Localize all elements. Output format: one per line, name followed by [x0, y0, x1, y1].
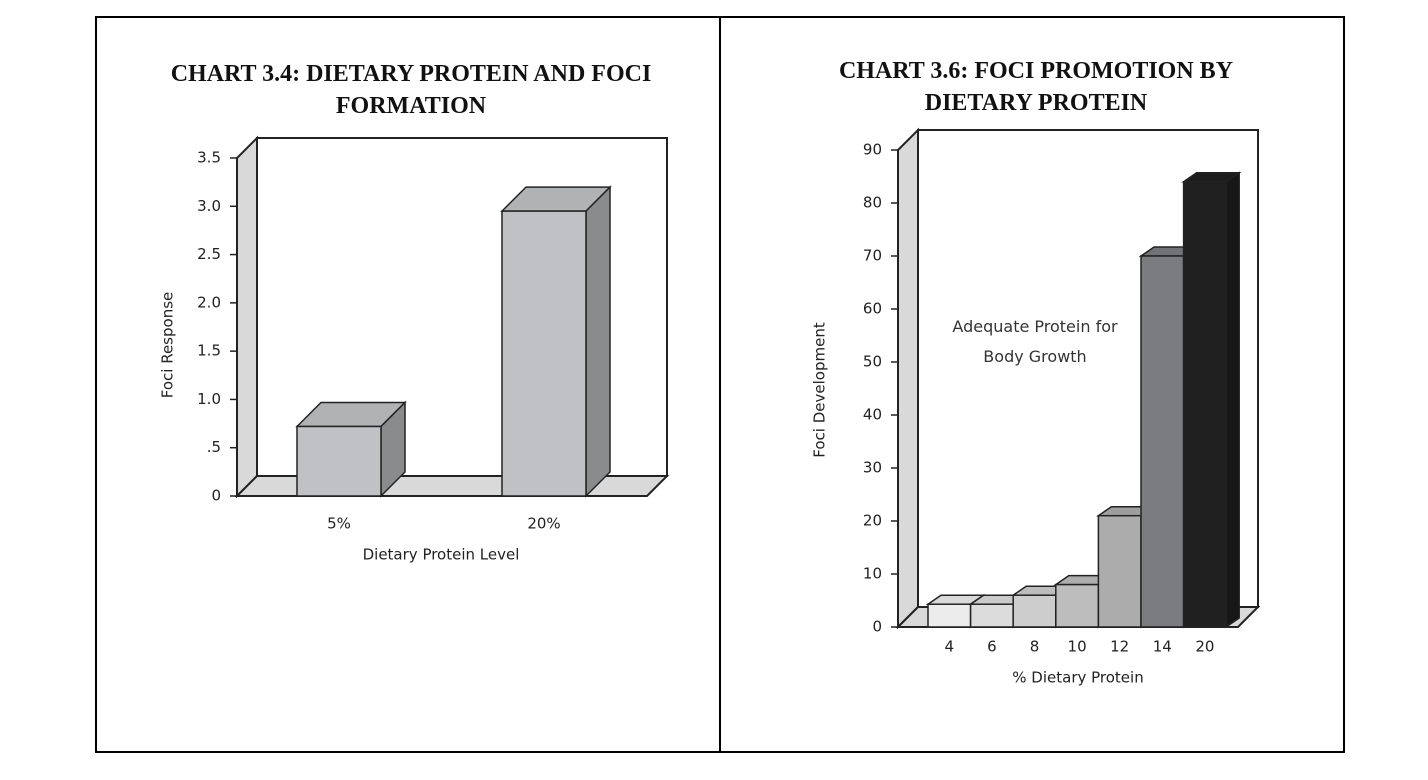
- bar-front: [1055, 583, 1100, 628]
- y-tick-label: 2.5: [197, 245, 221, 263]
- y-tick-label: 80: [863, 194, 882, 212]
- bar-front: [1140, 255, 1185, 628]
- y-tick-label: 3.0: [197, 197, 221, 215]
- x-tick-label: 5%: [327, 515, 351, 533]
- wall-left: [236, 135, 258, 499]
- bar-front: [501, 210, 587, 497]
- x-tick-label: 12: [1110, 638, 1129, 656]
- x-tick-label: 4: [945, 638, 955, 656]
- y-tick-label: 0: [872, 618, 882, 636]
- y-tick-label: 90: [863, 141, 882, 159]
- y-tick-label: 1.5: [197, 342, 221, 360]
- y-tick-label: 20: [863, 512, 882, 530]
- x-tick-label: 20%: [527, 515, 560, 533]
- y-tick-label: 10: [863, 565, 882, 583]
- bar-side: [585, 185, 611, 498]
- y-tick-label: .5: [207, 438, 221, 456]
- bar: [1181, 171, 1242, 629]
- x-tick-label: 14: [1153, 638, 1172, 656]
- bar-front: [969, 603, 1014, 628]
- bar: [500, 185, 612, 498]
- y-tick-label: 70: [863, 247, 882, 265]
- wall-left: [897, 127, 919, 630]
- chart-title: CHART 3.6: FOCI PROMOTION BY DIETARY PRO…: [838, 58, 1234, 116]
- x-axis-label: % Dietary Protein: [1012, 669, 1143, 687]
- y-axis-label: Foci Development: [811, 322, 829, 458]
- annotation: Adequate Protein for Body Growth: [952, 317, 1118, 366]
- chart-title: CHART 3.4: DIETARY PROTEIN AND FOCI FORM…: [170, 61, 652, 119]
- x-tick-label: 6: [987, 638, 997, 656]
- x-axis-label: Dietary Protein Level: [363, 546, 520, 564]
- x-tick-label: 8: [1030, 638, 1040, 656]
- x-tick-label: 20: [1195, 638, 1214, 656]
- y-tick-label: 3.5: [197, 149, 221, 167]
- y-tick-label: 60: [863, 300, 882, 318]
- bar-front: [927, 603, 972, 628]
- bar-front: [1182, 181, 1227, 628]
- bar-front: [1012, 594, 1057, 628]
- y-axis-label: Foci Response: [159, 292, 177, 399]
- y-tick-label: 40: [863, 406, 882, 424]
- y-tick-label: 0: [211, 487, 221, 505]
- y-tick-label: 2.0: [197, 293, 221, 311]
- bar-front: [296, 425, 382, 497]
- y-tick-label: 30: [863, 459, 882, 477]
- bar-front: [1097, 514, 1142, 628]
- x-tick-label: 10: [1068, 638, 1087, 656]
- bar-side: [1225, 171, 1240, 629]
- bar: [295, 400, 407, 498]
- y-tick-label: 50: [863, 353, 882, 371]
- y-tick-label: 1.0: [197, 390, 221, 408]
